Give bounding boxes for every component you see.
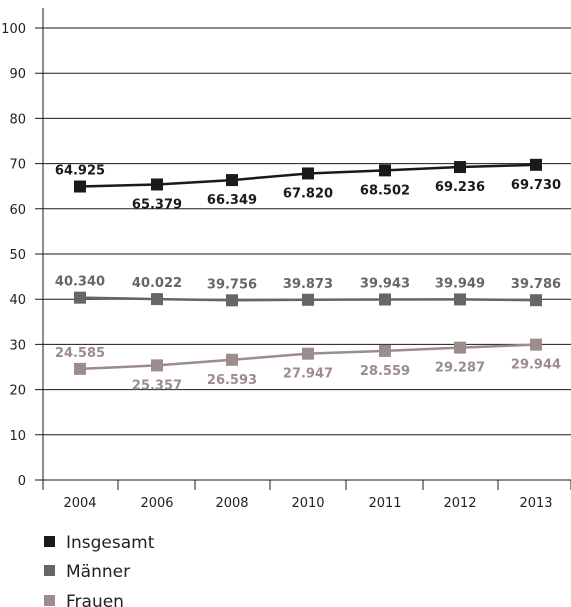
data-label: 40.022 <box>132 276 182 291</box>
data-label: 39.873 <box>283 277 333 292</box>
data-label: 40.340 <box>55 275 105 290</box>
x-tick-label: 2004 <box>63 496 96 511</box>
legend-swatch <box>44 565 55 576</box>
y-tick-label: 30 <box>9 338 26 353</box>
data-point <box>530 294 542 307</box>
legend-swatch <box>44 595 55 606</box>
data-labels: 64.925 65.379 66.349 67.820 68.502 69.236 69.7… <box>55 164 561 394</box>
x-tick-label: 2013 <box>519 496 552 511</box>
data-point <box>74 362 86 375</box>
x-tick-label: 2008 <box>215 496 248 511</box>
data-point <box>151 293 163 306</box>
legend-label: Frauen <box>66 592 124 607</box>
x-tick-label: 2006 <box>140 496 173 511</box>
series-group <box>74 158 542 375</box>
data-point <box>379 293 391 306</box>
data-label: 26.593 <box>207 373 257 388</box>
data-label: 39.943 <box>360 276 410 291</box>
data-label: 69.236 <box>435 180 485 195</box>
data-label: 65.379 <box>132 197 182 212</box>
data-label: 66.349 <box>207 193 257 208</box>
y-tick-label: 50 <box>9 248 26 263</box>
data-point <box>302 347 314 360</box>
grid-lines <box>35 27 571 481</box>
data-label: 39.756 <box>207 277 257 292</box>
data-point <box>74 291 86 304</box>
data-label: 28.559 <box>360 364 410 379</box>
data-point <box>74 180 86 193</box>
x-tick-label: 2010 <box>291 496 324 511</box>
data-point <box>379 344 391 357</box>
data-label: 25.357 <box>132 378 182 393</box>
data-point <box>454 161 466 174</box>
data-label: 27.947 <box>283 367 333 382</box>
data-point <box>454 341 466 354</box>
data-point <box>302 293 314 306</box>
y-tick-label: 0 <box>18 474 26 489</box>
legend-label: Insgesamt <box>66 533 155 553</box>
data-point <box>226 174 238 187</box>
data-point <box>379 164 391 177</box>
data-point <box>151 359 163 372</box>
data-label: 24.585 <box>55 346 105 361</box>
data-point <box>530 158 542 171</box>
y-tick-label: 80 <box>9 112 26 127</box>
y-tick-label: 40 <box>9 293 26 308</box>
x-tick-label: 2011 <box>368 496 401 511</box>
legend-swatch <box>44 536 55 547</box>
data-point <box>226 294 238 307</box>
data-label: 67.820 <box>283 186 333 201</box>
data-label: 39.949 <box>435 276 485 291</box>
y-tick-label: 10 <box>9 429 26 444</box>
y-tick-label: 70 <box>9 158 26 173</box>
data-point <box>454 293 466 306</box>
data-point <box>302 167 314 180</box>
axes <box>42 8 571 490</box>
legend: Insgesamt Männer Frauen <box>44 533 155 607</box>
data-label: 64.925 <box>55 164 105 179</box>
data-point <box>226 353 238 366</box>
data-label: 69.730 <box>511 178 561 193</box>
data-label: 29.287 <box>435 361 485 376</box>
y-tick-label: 100 <box>1 22 26 37</box>
tick-labels: 0 10 20 30 40 50 60 70 80 90 100 2004 2006 2008 2010 20… <box>1 22 552 511</box>
y-tick-label: 60 <box>9 203 26 218</box>
data-label: 29.944 <box>511 358 561 373</box>
x-tick-label: 2012 <box>443 496 476 511</box>
y-tick-label: 90 <box>9 67 26 82</box>
data-label: 39.786 <box>511 277 561 292</box>
data-label: 68.502 <box>360 183 410 198</box>
data-point <box>530 338 542 351</box>
data-point <box>151 178 163 191</box>
y-tick-label: 20 <box>9 384 26 399</box>
legend-label: Männer <box>66 562 130 582</box>
